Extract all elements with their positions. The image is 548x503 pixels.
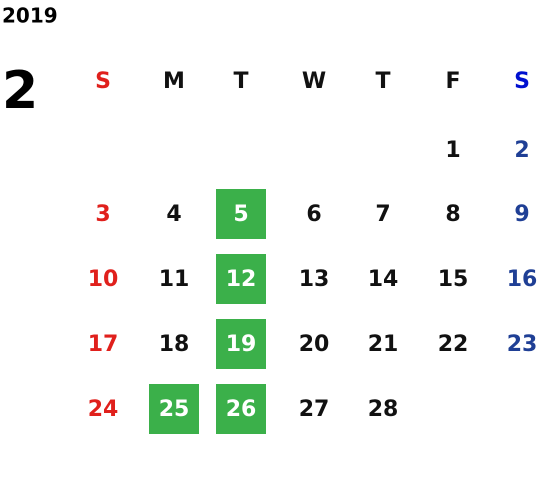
day: 2 (514, 138, 529, 163)
highlight-box (216, 189, 266, 239)
day: 27 (299, 397, 330, 422)
day: 14 (368, 267, 399, 292)
day: 17 (88, 332, 119, 357)
day: 1 (445, 138, 460, 163)
day: 6 (306, 202, 321, 227)
weekday-header: M (163, 69, 185, 94)
day: 20 (299, 332, 330, 357)
day: 16 (507, 267, 538, 292)
day: 26 (226, 397, 257, 422)
day: 11 (159, 267, 190, 292)
day: 22 (438, 332, 469, 357)
weekday-header: S (514, 69, 530, 94)
day: 3 (95, 202, 110, 227)
day: 12 (226, 267, 257, 292)
day: 13 (299, 267, 330, 292)
weekday-header: F (445, 69, 460, 94)
highlight-box (216, 319, 266, 369)
highlight-box (216, 384, 266, 434)
month: 2 (2, 61, 38, 121)
weekday-header: S (95, 69, 111, 94)
day: 28 (368, 397, 399, 422)
day: 18 (159, 332, 190, 357)
weekday-header: W (302, 69, 326, 94)
weekday-header: T (375, 69, 390, 94)
highlight-box (149, 384, 199, 434)
day: 5 (233, 202, 248, 227)
highlight-box (216, 254, 266, 304)
day: 9 (514, 202, 529, 227)
day: 4 (166, 202, 181, 227)
day: 19 (226, 332, 257, 357)
day: 25 (159, 397, 190, 422)
day: 8 (445, 202, 460, 227)
year: 2019 (2, 4, 58, 28)
day: 23 (507, 332, 538, 357)
day: 24 (88, 397, 119, 422)
day: 7 (375, 202, 390, 227)
day: 10 (88, 267, 119, 292)
day: 21 (368, 332, 399, 357)
weekday-header: T (233, 69, 248, 94)
day: 15 (438, 267, 469, 292)
